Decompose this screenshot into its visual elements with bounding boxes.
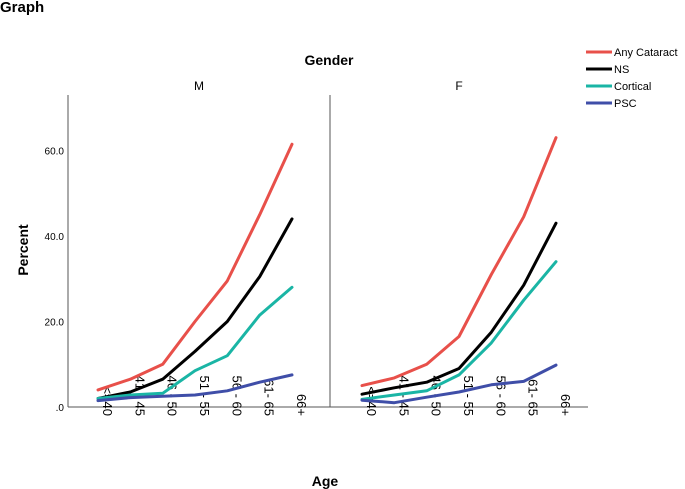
legend-label: NS	[614, 64, 629, 76]
legend-item-psc: PSC	[586, 98, 637, 110]
legend-item-any-cataract: Any Cataract	[586, 47, 678, 59]
y-tick-label: 40.0	[45, 232, 65, 243]
y-tick-label: 60.0	[45, 147, 65, 158]
legend-item-ns: NS	[586, 64, 629, 76]
x-axis-label: Age	[312, 473, 339, 489]
panel-f: F<=40 41 - 45 46 - 50 51 - 55 56 - 60 61- 65 6…	[360, 79, 573, 416]
series-line-ns-m	[96, 217, 294, 400]
series-line-cortical-m	[96, 285, 294, 400]
chart-panels: .020.040.060.0M<=40 41 - 45 46 - 50 51 - 55…	[45, 79, 588, 416]
x-tick-label: 61- 65	[262, 379, 277, 416]
legend-item-cortical: Cortical	[586, 81, 651, 93]
x-tick-label: 61- 65	[526, 379, 541, 416]
legend-label: PSC	[614, 98, 637, 110]
window-title: Graph	[0, 0, 44, 16]
y-axis-label: Percent	[15, 224, 31, 276]
legend-label: Any Cataract	[614, 47, 678, 59]
panel-header: F	[455, 79, 462, 93]
y-tick-label: .0	[56, 403, 65, 414]
chart-title: Gender	[304, 52, 354, 68]
series-line-psc-f	[360, 363, 558, 405]
series-line-cortical-f	[360, 260, 558, 401]
panel-header: M	[194, 79, 204, 93]
y-tick-label: 20.0	[45, 318, 65, 329]
x-tick-label: 66+	[294, 394, 309, 416]
x-tick-label: 56 - 60	[493, 376, 508, 416]
x-tick-label: 66+	[558, 394, 573, 416]
x-tick-label: 56 - 60	[229, 376, 244, 416]
series-line-ns-f	[360, 221, 558, 396]
series-line-psc-m	[96, 373, 294, 403]
x-tick-label: 51 - 55	[461, 376, 476, 416]
legend: Any Cataract NS Cortical PSC	[586, 47, 678, 110]
legend-label: Cortical	[614, 81, 651, 93]
panel-m: M<=40 41 - 45 46 - 50 51 - 55 56 - 60 61- 65 6…	[96, 79, 309, 416]
series-line-any-cataract-f	[360, 136, 558, 388]
x-tick-label: 51 - 55	[197, 376, 212, 416]
series-line-any-cataract-m	[96, 142, 294, 392]
